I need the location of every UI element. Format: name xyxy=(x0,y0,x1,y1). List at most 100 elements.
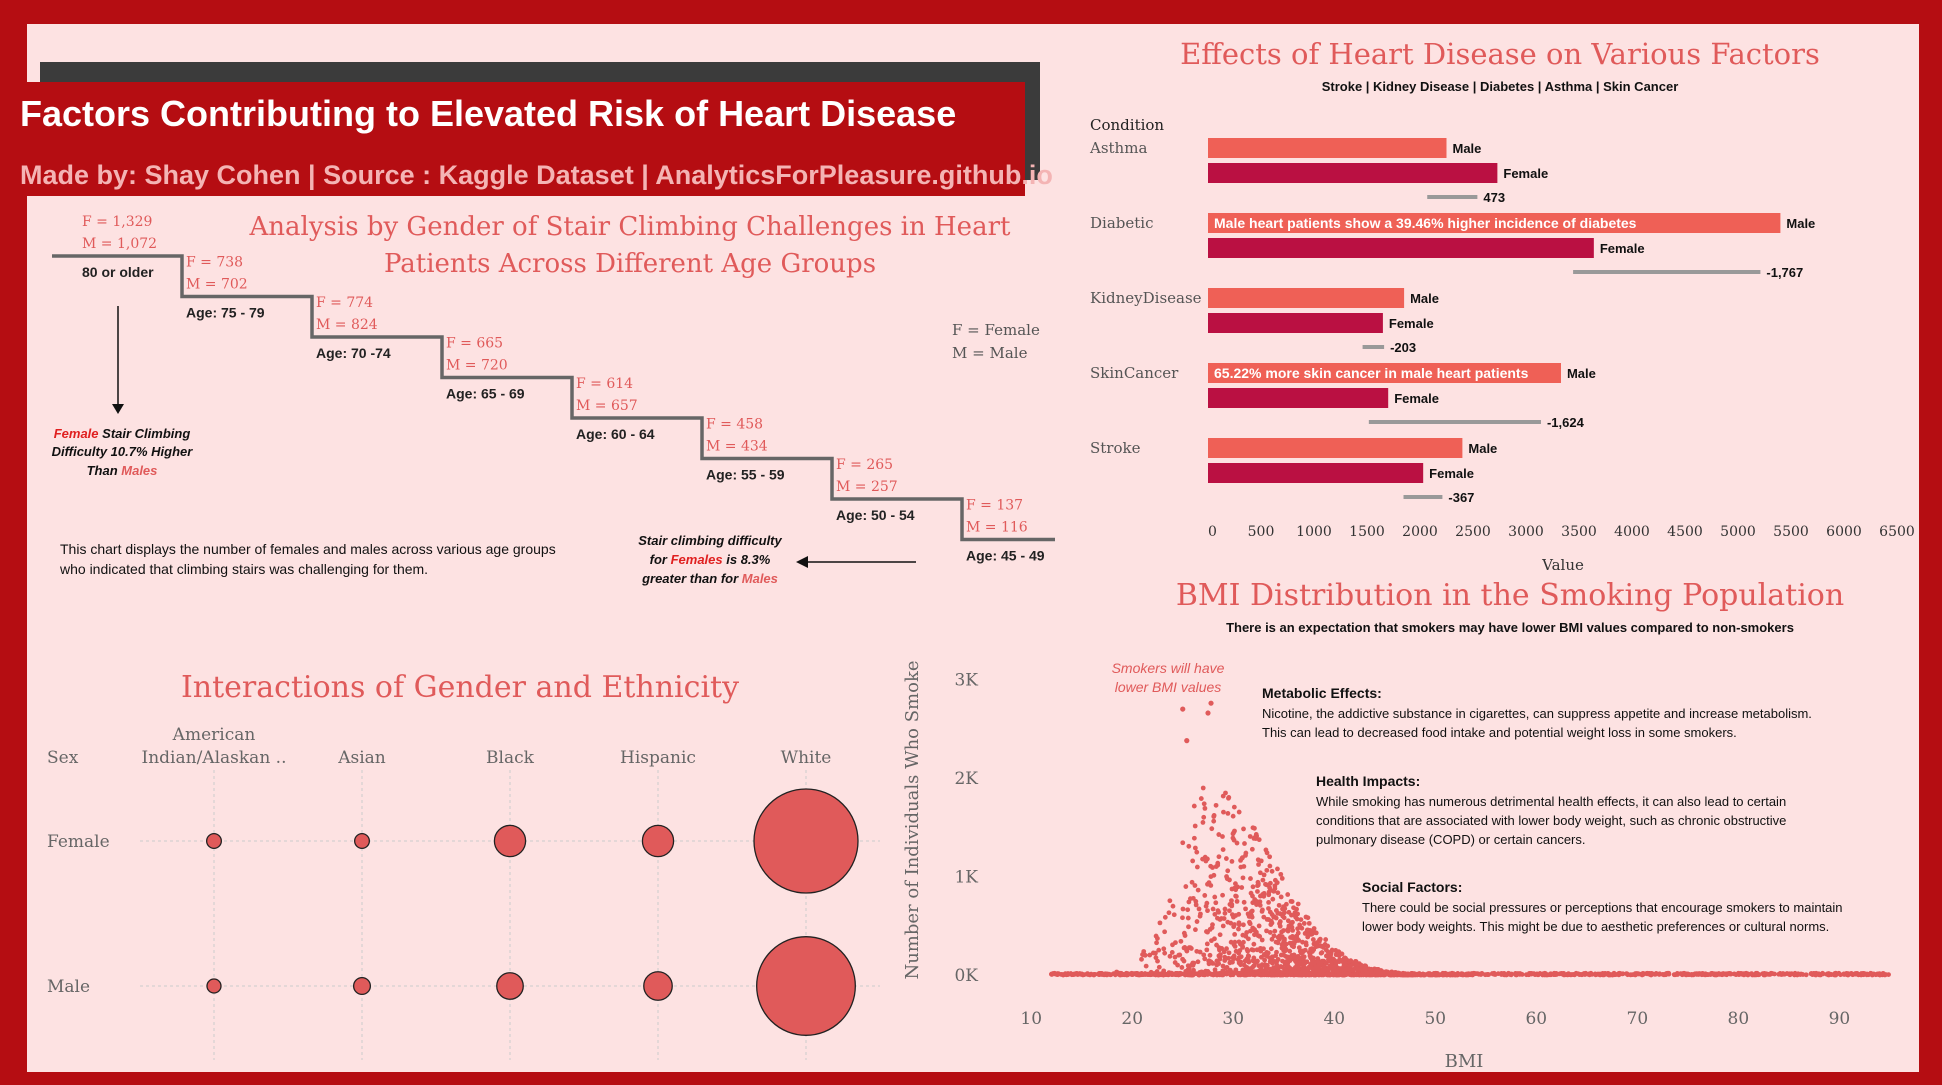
bmi-point xyxy=(1763,971,1769,977)
bmi-point xyxy=(1352,960,1358,965)
annotation-left-line3: Than Males xyxy=(87,463,158,478)
bmi-point xyxy=(1245,936,1251,942)
stairs-male-label: M = 657 xyxy=(576,398,638,414)
bmi-point xyxy=(1230,813,1236,819)
bmi-point xyxy=(1243,906,1248,912)
bmi-point xyxy=(1161,946,1167,952)
bmi-point xyxy=(1193,902,1199,908)
bmi-point xyxy=(1107,972,1113,978)
bmi-point xyxy=(1742,971,1748,977)
bmi-point xyxy=(1640,971,1646,976)
bar-female xyxy=(1208,238,1594,258)
x-tick-label: 5000 xyxy=(1720,524,1756,540)
bmi-point xyxy=(1295,926,1301,932)
bmi-point xyxy=(1210,865,1215,870)
bmi-point xyxy=(1325,967,1331,972)
bmi-annotation-line2: lower BMI values xyxy=(1115,679,1222,695)
bmi-point xyxy=(1316,963,1322,968)
bmi-subtitle: There is an expectation that smokers may… xyxy=(1226,620,1794,635)
bar-male xyxy=(1208,438,1463,458)
bmi-point xyxy=(1794,972,1800,978)
ethnicity-bubble xyxy=(643,971,673,1001)
stairs-age-label: Age: 60 - 64 xyxy=(576,426,655,442)
bmi-point xyxy=(1204,941,1210,947)
bmi-point xyxy=(1673,972,1678,978)
bar-female-label: Female xyxy=(1600,241,1645,256)
bmi-point xyxy=(1238,864,1244,870)
bar-male-label: Male xyxy=(1786,216,1815,231)
bmi-point xyxy=(1269,936,1275,942)
x-tick-label: 1500 xyxy=(1349,524,1385,540)
bmi-note-line: This can lead to decreased food intake a… xyxy=(1262,725,1737,740)
bmi-point xyxy=(1225,868,1231,874)
bmi-point xyxy=(1617,970,1623,976)
bmi-point xyxy=(1222,906,1228,912)
conditions-chart: Effects of Heart Disease on Various Fact… xyxy=(1089,37,1915,574)
bmi-point xyxy=(1268,918,1274,924)
bmi-point xyxy=(1818,972,1823,978)
bmi-point xyxy=(1192,927,1198,933)
bmi-point xyxy=(1608,972,1613,978)
bmi-point xyxy=(1185,915,1191,921)
bmi-point xyxy=(1200,785,1206,791)
bmi-ylabel: Number of Individuals Who Smoke xyxy=(902,660,923,979)
bmi-xlabel: BMI xyxy=(1445,1051,1484,1072)
down-arrowhead xyxy=(112,404,124,414)
bmi-point xyxy=(1170,942,1175,948)
ethnicity-column-label: Indian/Alaskan .. xyxy=(142,748,287,768)
bmi-point xyxy=(1180,956,1185,962)
bmi-point xyxy=(1303,942,1309,948)
bmi-point xyxy=(1281,915,1287,921)
bmi-note-line: Nicotine, the addictive substance in cig… xyxy=(1262,706,1812,721)
stairs-line xyxy=(52,254,1055,542)
x-tick-label: 0 xyxy=(1208,524,1217,540)
bmi-point xyxy=(1452,972,1457,978)
bmi-point xyxy=(1285,918,1291,924)
bmi-point xyxy=(1245,957,1251,963)
annotation-left-than: Than xyxy=(87,463,122,478)
bmi-point xyxy=(1265,950,1271,956)
bmi-point xyxy=(1157,920,1163,926)
bmi-point xyxy=(1215,862,1221,868)
bmi-point xyxy=(1546,972,1552,978)
stairs-male-label: M = 116 xyxy=(966,520,1028,536)
bmi-point xyxy=(1212,936,1217,942)
bmi-point xyxy=(1195,959,1201,965)
bmi-point xyxy=(1156,947,1162,953)
bmi-point xyxy=(1240,932,1246,938)
bmi-point xyxy=(1172,960,1178,965)
bmi-point xyxy=(1178,938,1184,944)
bmi-point xyxy=(1280,958,1285,964)
bmi-point xyxy=(1665,970,1671,976)
bmi-point xyxy=(1305,927,1310,933)
bmi-point xyxy=(1207,952,1213,958)
bmi-point xyxy=(1569,972,1574,977)
bmi-point xyxy=(1267,863,1273,869)
bmi-point xyxy=(1077,971,1083,977)
bmi-point xyxy=(1258,858,1264,864)
bmi-point xyxy=(1271,958,1277,964)
bmi-point xyxy=(1400,970,1406,976)
bmi-point xyxy=(1440,972,1446,978)
bmi-point xyxy=(1313,930,1319,936)
bmi-point xyxy=(1262,957,1268,963)
bmi-point xyxy=(1264,928,1269,934)
conditions-xlabel: Value xyxy=(1541,556,1584,574)
stairs-female-label: F = 614 xyxy=(576,376,633,392)
bmi-point xyxy=(1418,972,1424,978)
bmi-point xyxy=(1248,876,1253,881)
bmi-point xyxy=(1194,948,1200,954)
bmi-notes: Metabolic Effects: Nicotine, the addictiv… xyxy=(1262,685,1843,934)
bmi-point xyxy=(1735,971,1741,977)
bmi-point xyxy=(1185,907,1191,913)
bmi-point xyxy=(1236,970,1242,976)
bmi-point xyxy=(1231,924,1237,930)
bmi-y-tick: 1K xyxy=(954,868,978,888)
bmi-point xyxy=(1249,908,1255,914)
bmi-note-line: There could be social pressures or perce… xyxy=(1362,900,1843,915)
ethnicity-bubble xyxy=(493,824,527,858)
bmi-point xyxy=(1260,877,1266,883)
annotation-right-line1: Stair climbing difficulty xyxy=(638,533,782,548)
bmi-point xyxy=(1223,856,1229,861)
bmi-point xyxy=(1360,972,1366,977)
